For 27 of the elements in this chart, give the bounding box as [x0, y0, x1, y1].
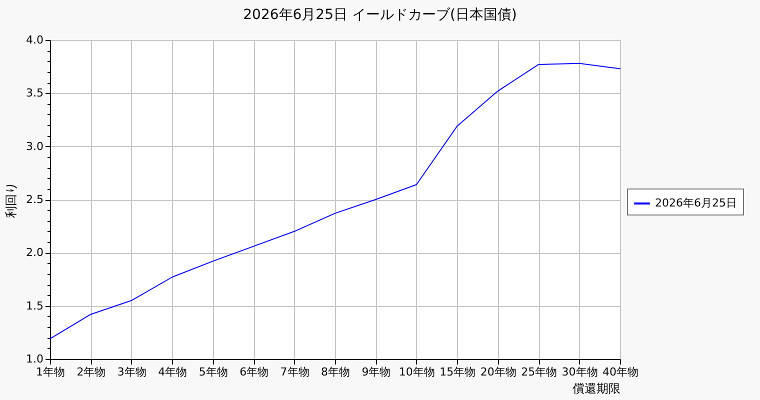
x-tick-label: 1年物: [36, 366, 65, 378]
x-tick-label: 5年物: [198, 366, 228, 378]
x-axis-title: 償還期限: [572, 382, 620, 396]
chart-title: 2026年6月25日 イールドカーブ(日本国債): [243, 7, 517, 23]
y-tick-label: 2.5: [26, 193, 44, 206]
y-tick-label: 1.0: [26, 352, 44, 366]
x-tick-label: 20年物: [480, 366, 516, 378]
y-tick-label: 3.0: [26, 140, 44, 153]
y-tick-label: 1.5: [26, 299, 44, 312]
legend-label: 2026年6月25日: [655, 196, 737, 210]
x-tick-label: 15年物: [440, 366, 476, 378]
x-tick-label: 7年物: [280, 366, 310, 378]
x-tick-label: 4年物: [158, 366, 188, 378]
y-tick-label: 3.5: [26, 86, 44, 100]
x-tick-label: 9年物: [362, 366, 391, 378]
x-tick-label: 3年物: [117, 366, 146, 378]
x-tick-label: 30年物: [562, 366, 598, 378]
line-series: [50, 62, 620, 340]
x-tick-label: 40年物: [602, 366, 638, 378]
x-tick-label: 2年物: [76, 366, 106, 378]
y-tick-label: 2.0: [26, 246, 44, 260]
x-tick-label: 25年物: [521, 366, 558, 378]
y-tick-label: 4.0: [26, 34, 44, 46]
x-tick-label: 6年物: [240, 366, 269, 378]
y-axis-title: 利回り: [4, 182, 18, 218]
x-tick-label: 8年物: [321, 366, 350, 378]
x-tick-label: 10年物: [398, 366, 435, 378]
